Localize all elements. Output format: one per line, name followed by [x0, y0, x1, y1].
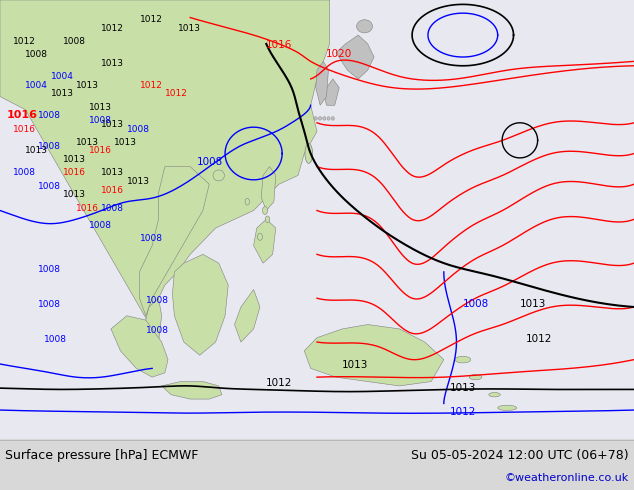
- Text: 1008: 1008: [38, 265, 61, 274]
- Text: 1013: 1013: [127, 177, 150, 186]
- Text: ©weatheronline.co.uk: ©weatheronline.co.uk: [505, 473, 629, 483]
- Text: 1008: 1008: [101, 203, 124, 213]
- Text: 1004: 1004: [25, 81, 48, 90]
- Text: 1008: 1008: [146, 326, 169, 335]
- Ellipse shape: [265, 216, 270, 222]
- Text: 1008: 1008: [463, 299, 489, 309]
- Text: 1012: 1012: [101, 24, 124, 33]
- Text: 1013: 1013: [101, 59, 124, 68]
- Ellipse shape: [262, 207, 268, 215]
- Text: 1008: 1008: [38, 111, 61, 121]
- Text: 1008: 1008: [25, 50, 48, 59]
- Text: 1004: 1004: [51, 72, 74, 81]
- Text: 1016: 1016: [63, 169, 86, 177]
- Text: 1013: 1013: [520, 299, 547, 309]
- Polygon shape: [139, 167, 209, 316]
- Polygon shape: [254, 220, 276, 263]
- Polygon shape: [304, 324, 444, 386]
- Text: 1008: 1008: [63, 37, 86, 46]
- Text: 1008: 1008: [89, 116, 112, 125]
- Text: 1013: 1013: [342, 360, 368, 370]
- Text: 1012: 1012: [165, 90, 188, 98]
- Text: 1013: 1013: [63, 155, 86, 164]
- Text: 1012: 1012: [526, 334, 553, 344]
- Text: 1012: 1012: [139, 15, 162, 24]
- Polygon shape: [325, 79, 339, 105]
- Polygon shape: [316, 61, 328, 105]
- Text: 1013: 1013: [101, 120, 124, 129]
- Polygon shape: [162, 382, 222, 399]
- Polygon shape: [145, 298, 162, 360]
- Text: Su 05-05-2024 12:00 UTC (06+78): Su 05-05-2024 12:00 UTC (06+78): [411, 448, 629, 462]
- Text: 1008: 1008: [38, 182, 61, 191]
- Text: 1016: 1016: [6, 110, 37, 121]
- Text: 1012: 1012: [266, 378, 292, 388]
- Text: 1016: 1016: [89, 147, 112, 155]
- Ellipse shape: [318, 117, 321, 120]
- Polygon shape: [235, 290, 260, 342]
- Ellipse shape: [332, 117, 335, 120]
- Ellipse shape: [455, 356, 470, 363]
- Text: 1016: 1016: [76, 203, 99, 213]
- Text: 1008: 1008: [44, 335, 67, 344]
- Text: 1008: 1008: [38, 142, 61, 151]
- Polygon shape: [336, 35, 374, 79]
- Text: 1020: 1020: [326, 49, 353, 59]
- Text: 1013: 1013: [76, 138, 99, 147]
- Text: 1013: 1013: [63, 190, 86, 199]
- Text: 1016: 1016: [13, 124, 36, 134]
- Text: 1012: 1012: [450, 407, 476, 417]
- Text: 1008: 1008: [197, 157, 223, 167]
- Text: Surface pressure [hPa] ECMWF: Surface pressure [hPa] ECMWF: [5, 448, 198, 462]
- Text: 1008: 1008: [139, 234, 162, 243]
- Polygon shape: [172, 254, 228, 355]
- Text: 1013: 1013: [114, 138, 137, 147]
- Text: 1013: 1013: [89, 102, 112, 112]
- Polygon shape: [261, 167, 276, 211]
- Text: 1012: 1012: [139, 81, 162, 90]
- Polygon shape: [111, 316, 168, 377]
- Text: 1008: 1008: [89, 221, 112, 230]
- Text: 1013: 1013: [450, 383, 476, 393]
- Polygon shape: [0, 0, 330, 329]
- Ellipse shape: [498, 405, 517, 411]
- Ellipse shape: [314, 117, 317, 120]
- Ellipse shape: [469, 374, 482, 380]
- Text: 1013: 1013: [178, 24, 200, 33]
- Ellipse shape: [257, 233, 262, 240]
- Text: 1013: 1013: [76, 81, 99, 90]
- Text: 1008: 1008: [146, 295, 169, 305]
- Text: 1016: 1016: [266, 40, 292, 50]
- Ellipse shape: [356, 20, 372, 33]
- Text: 1012: 1012: [13, 37, 36, 46]
- Ellipse shape: [245, 198, 250, 205]
- Text: 1008: 1008: [38, 300, 61, 309]
- Ellipse shape: [213, 170, 224, 181]
- Ellipse shape: [489, 392, 500, 397]
- Text: 1008: 1008: [127, 124, 150, 134]
- Text: 1013: 1013: [101, 169, 124, 177]
- Text: 1008: 1008: [13, 169, 36, 177]
- Ellipse shape: [305, 144, 313, 163]
- Ellipse shape: [327, 117, 330, 120]
- Text: 1013: 1013: [51, 90, 74, 98]
- Text: 1016: 1016: [101, 186, 124, 195]
- Ellipse shape: [323, 117, 326, 120]
- Text: 1013: 1013: [25, 147, 48, 155]
